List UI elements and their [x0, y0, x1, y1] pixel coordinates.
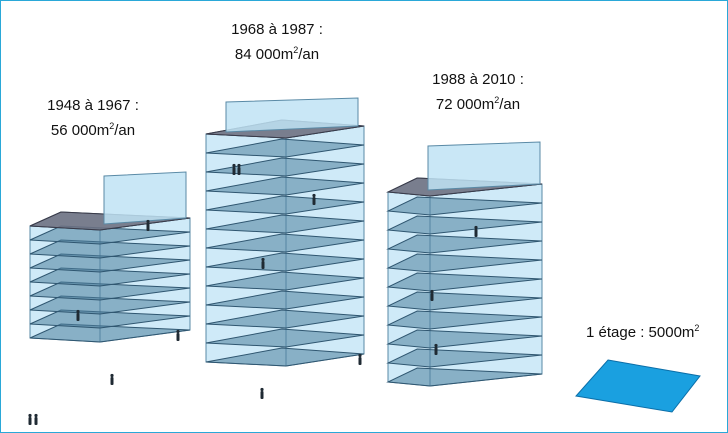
person-figure: [260, 387, 264, 399]
floor-slab: [205, 309, 365, 329]
floor-slab: [205, 233, 365, 253]
period-years: 1968 à 1987 :: [231, 21, 323, 38]
floor-slab: [205, 328, 365, 348]
floor-slab: [386, 291, 543, 311]
floor-slab: [29, 281, 191, 301]
floor-slab: [29, 225, 191, 245]
floor-slab: [205, 214, 365, 234]
floor-slab: [386, 310, 543, 330]
floor-slab: [205, 138, 365, 158]
penthouse: [225, 97, 359, 133]
person-figure: [261, 257, 265, 269]
floor-slab: [386, 348, 543, 368]
floor-slab: [205, 157, 365, 177]
period-years: 1948 à 1967 :: [47, 97, 139, 114]
floor-slab: [29, 253, 191, 273]
building-1948-1967: [29, 171, 191, 343]
penthouse: [427, 141, 541, 191]
person-figure: [232, 163, 236, 175]
person-figure: [146, 219, 150, 231]
floor-slab: [29, 267, 191, 287]
floor-slab: [386, 329, 543, 349]
floor-slab: [205, 252, 365, 272]
person-figure: [430, 289, 434, 301]
floor-slab: [29, 309, 191, 329]
person-figure: [110, 373, 114, 385]
person-figure: [312, 193, 316, 205]
floor-slab: [205, 195, 365, 215]
period-rate: 56 000m2/an: [50, 121, 136, 139]
building-1988-2010: [386, 141, 543, 387]
person-figure: [474, 225, 478, 237]
person-figure: [434, 343, 438, 355]
floor-slab: [29, 323, 191, 343]
people-figures: [28, 163, 478, 425]
floor-slab: [386, 367, 543, 387]
floor-slab: [205, 176, 365, 196]
person-figure: [237, 163, 241, 175]
period-years: 1988 à 2010 :: [432, 71, 524, 88]
floor-slab: [386, 215, 543, 235]
floor-slab: [205, 271, 365, 291]
penthouse: [103, 171, 187, 225]
person-figure: [176, 329, 180, 341]
floor-slab: [29, 239, 191, 259]
period-label-2: 1968 à 1987 : 84 000m2/an: [222, 20, 332, 65]
person-figure: [358, 353, 362, 365]
period-rate: 84 000m2/an: [234, 45, 320, 63]
building-1968-1987: [205, 97, 365, 367]
period-label-3: 1988 à 2010 : 72 000m2/an: [420, 70, 536, 115]
floor-slab: [386, 234, 543, 254]
person-figure: [34, 413, 38, 425]
legend-label: 1 étage : 5000m2: [586, 323, 700, 341]
floor-slab: [386, 196, 543, 216]
period-label-1: 1948 à 1967 : 56 000m2/an: [38, 96, 148, 141]
floor-slab: [29, 295, 191, 315]
period-rate: 72 000m2/an: [435, 95, 521, 113]
floor-slab: [386, 253, 543, 273]
floor-slab: [205, 290, 365, 310]
floor-slab: [205, 347, 365, 367]
person-figure: [28, 413, 32, 425]
legend-floor-tile: [575, 359, 701, 413]
person-figure: [76, 309, 80, 321]
floor-slab: [386, 272, 543, 292]
